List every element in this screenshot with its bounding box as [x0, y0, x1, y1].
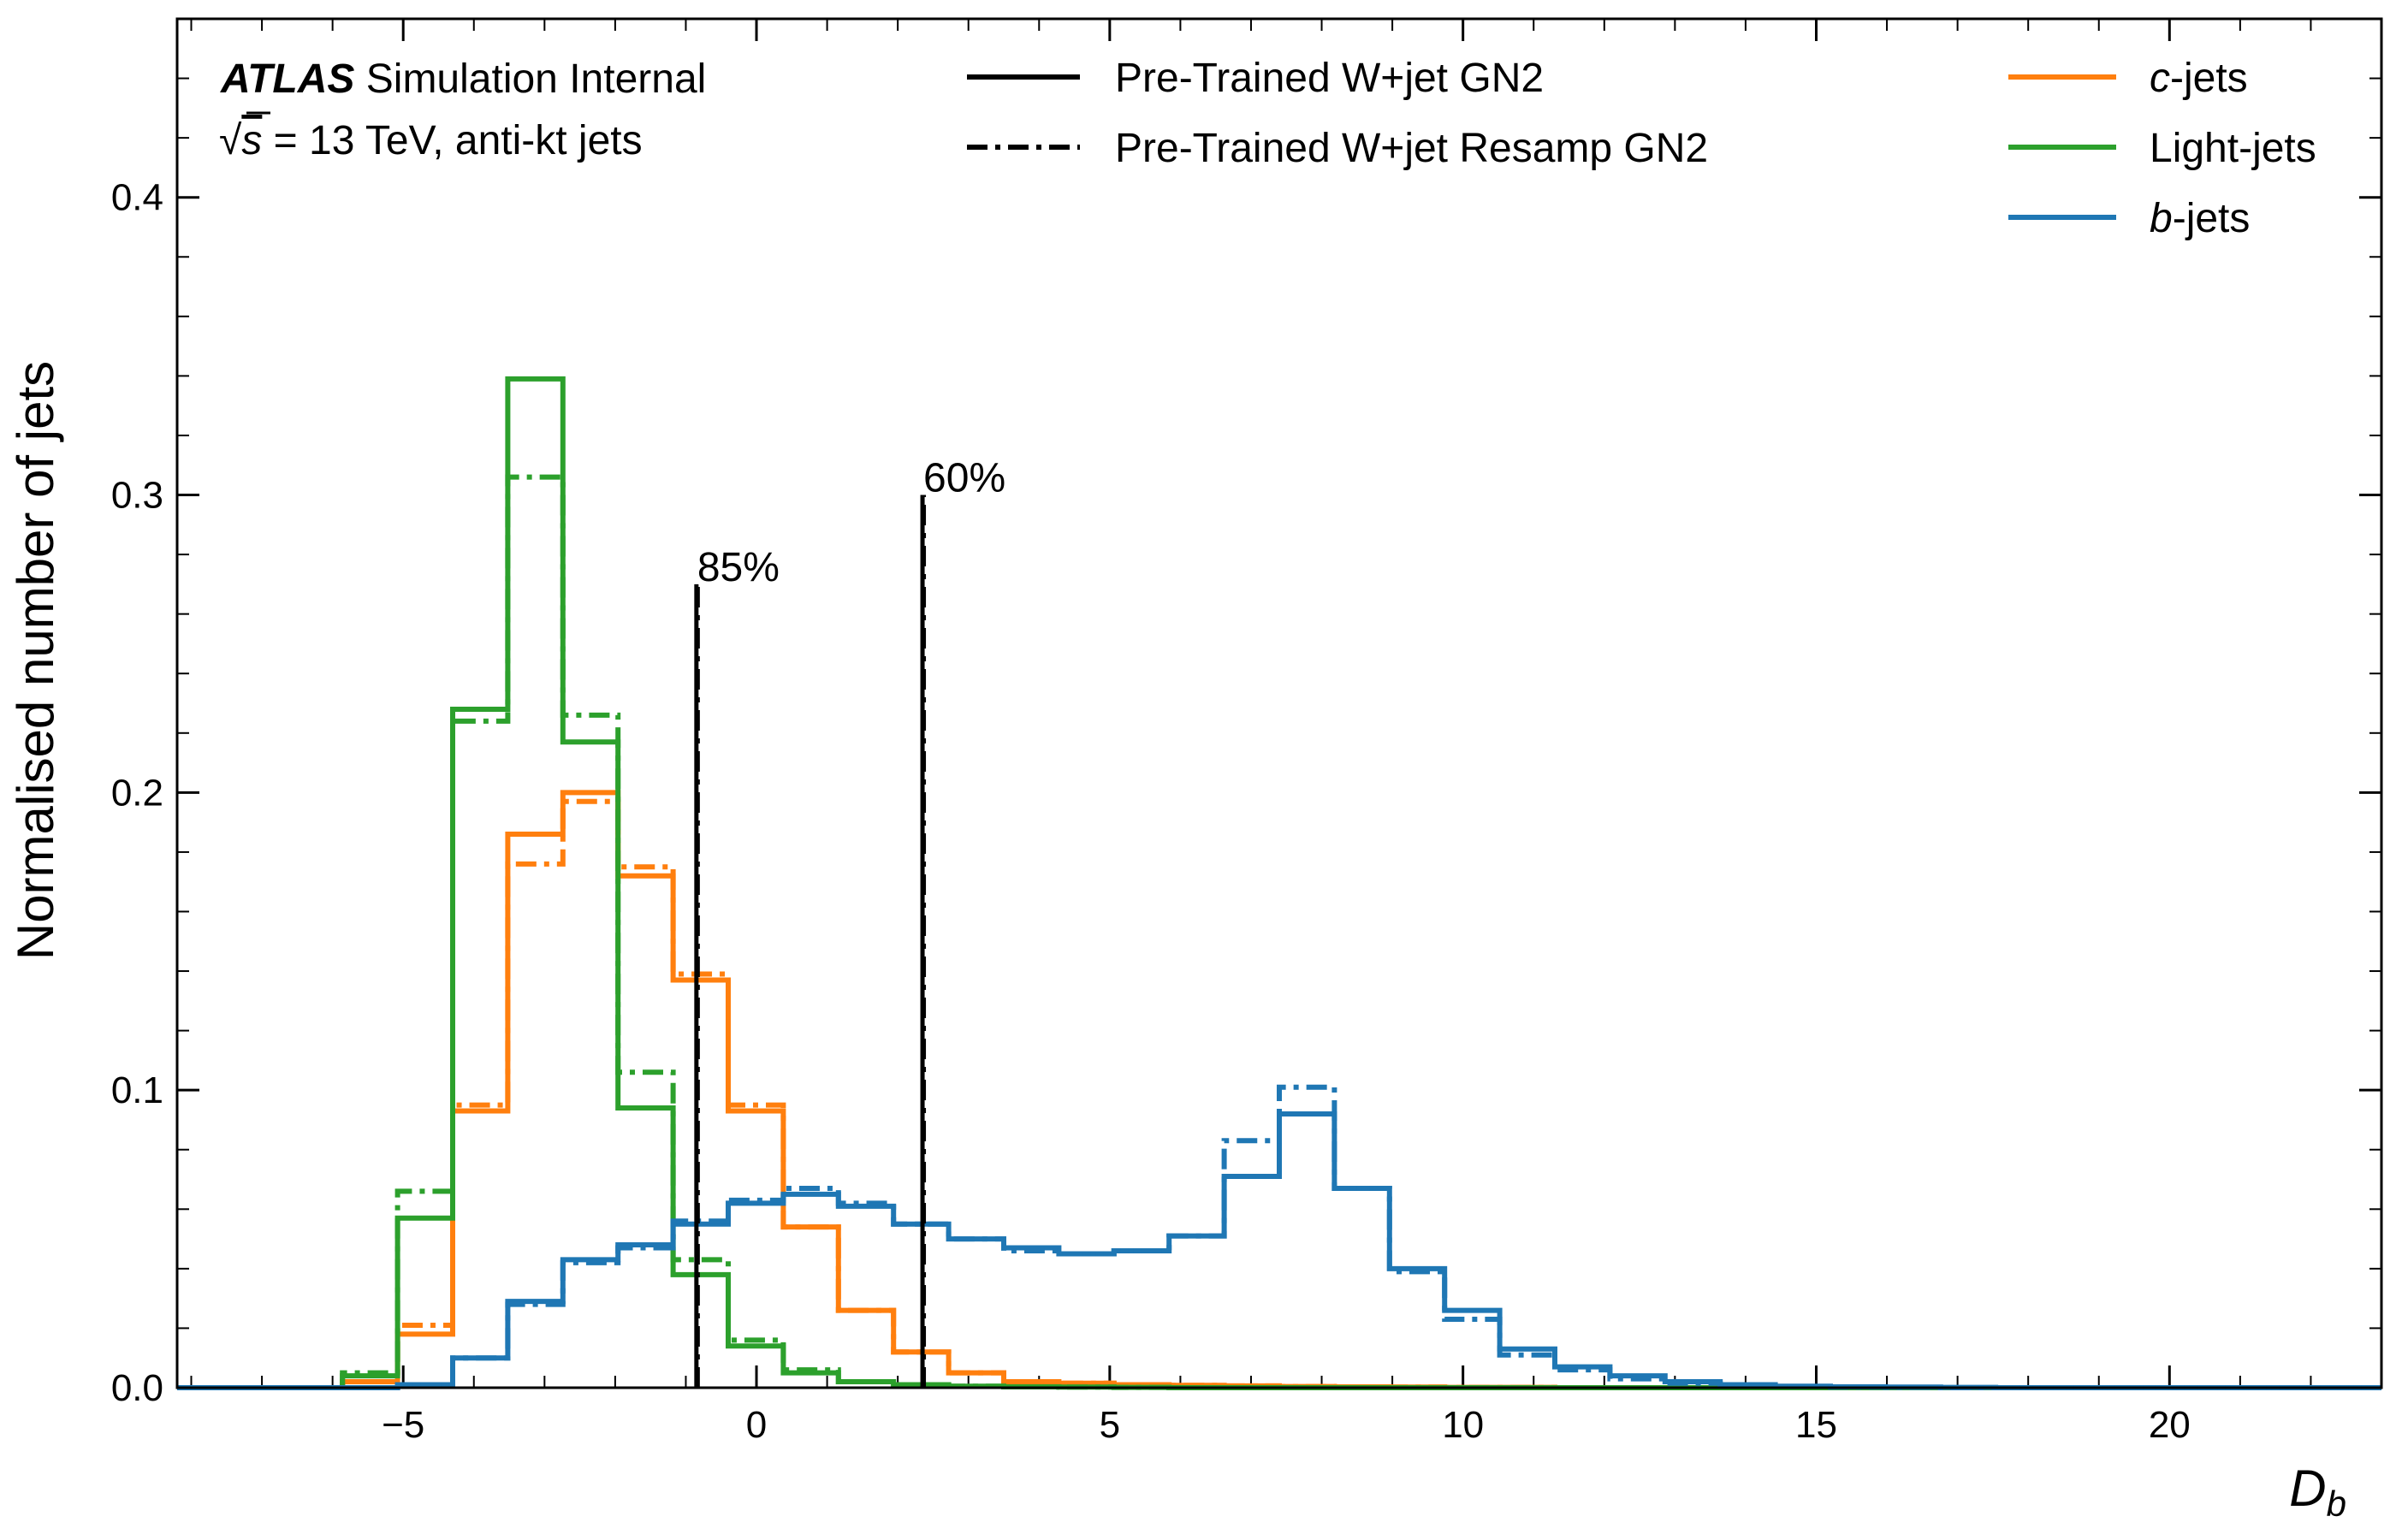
- y-tick-label: 0.4: [111, 177, 163, 219]
- legend-flavour-label: b-jets: [2150, 196, 2250, 241]
- wp-label: 60%: [923, 456, 1005, 501]
- legend-style-label: Pre-Trained W+jet Resamp GN2: [1115, 126, 1708, 171]
- energy-rest: = 13 TeV, anti-kt jets: [262, 118, 642, 163]
- plot-frame: [175, 17, 2383, 1389]
- legend-flavour-suffix: -jets: [2173, 196, 2251, 241]
- chart-text: ATLAS Simulation Internal √s = 13 TeV, an…: [7, 56, 2346, 1524]
- wp-label: 85%: [697, 545, 780, 590]
- y-tick-label: 0.2: [111, 772, 163, 814]
- legend-flavour-italic: c: [2150, 56, 2170, 101]
- legend-flavour-italic: b: [2150, 196, 2173, 241]
- legend-flavour-suffix: -jets: [2170, 56, 2248, 101]
- energy-label: √s = 13 TeV, anti-kt jets: [219, 118, 643, 163]
- legend: Pre-Trained W+jet GN2 Pre-Trained W+jet R…: [967, 56, 2316, 241]
- working-point-lines: 85% 60%: [694, 456, 1005, 1388]
- x-axis-label: Db: [2289, 1460, 2346, 1524]
- legend-style-label: Pre-Trained W+jet GN2: [1115, 56, 1544, 101]
- x-tick-label: 20: [2149, 1404, 2191, 1446]
- y-tick-label: 0.3: [111, 475, 163, 517]
- atlas-label: ATLAS Simulation Internal: [220, 56, 706, 102]
- y-axis-label: Normalised number of jets: [7, 361, 64, 960]
- sqrt-sign: √: [219, 118, 242, 163]
- y-tick-label: 0.0: [111, 1367, 163, 1409]
- x-tick-label: 15: [1795, 1404, 1837, 1446]
- atlas-logo-text: ATLAS: [220, 56, 354, 102]
- x-axis-label-sub: b: [2327, 1484, 2346, 1524]
- legend-flavour-label: Light-jets: [2150, 126, 2316, 171]
- x-tick-label: 10: [1442, 1404, 1484, 1446]
- x-tick-label: 0: [746, 1404, 767, 1446]
- x-tick-label: −5: [382, 1404, 424, 1446]
- y-tick-label: 0.1: [111, 1069, 163, 1111]
- legend-flavour-suffix: Light-jets: [2150, 126, 2316, 171]
- series-b-dashdot: [177, 1084, 2381, 1390]
- histogram-series: [177, 376, 2381, 1390]
- sqrt-s: s: [241, 118, 262, 163]
- axis-ticks: −5 0 5 10 15 20 0.0 0.1 0.2 0.3 0.4: [111, 19, 2382, 1446]
- x-tick-label: 5: [1100, 1404, 1120, 1446]
- legend-flavour-label: c-jets: [2150, 56, 2248, 101]
- x-axis-label-main: D: [2289, 1460, 2326, 1517]
- atlas-suffix: Simulation Internal: [354, 56, 706, 102]
